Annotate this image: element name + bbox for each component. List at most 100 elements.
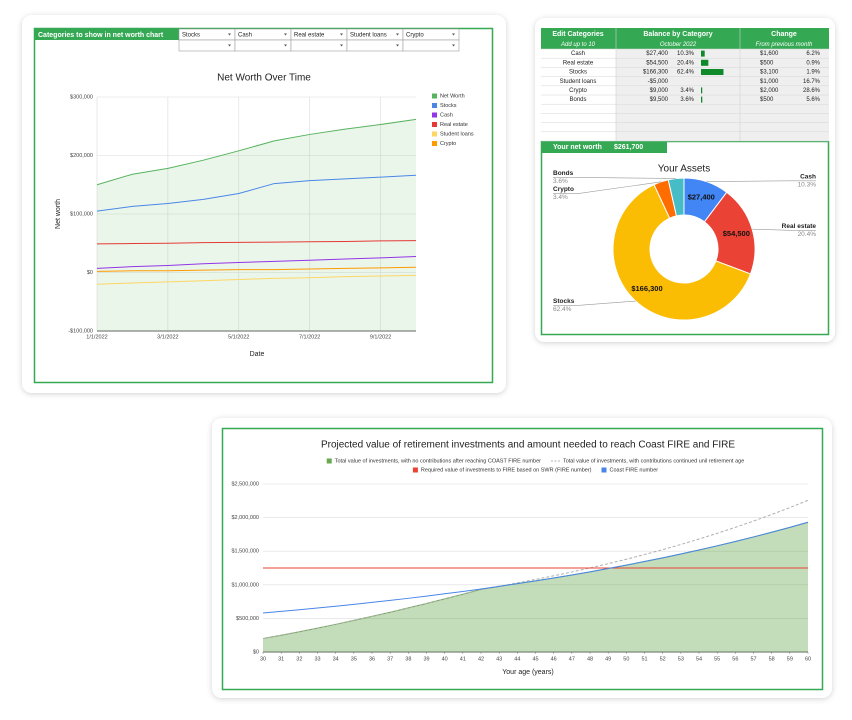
dropdown[interactable] [290, 39, 348, 52]
legend-swatch [412, 467, 418, 473]
x-tick-label: 36 [369, 656, 375, 662]
x-tick-label: 41 [460, 656, 466, 662]
x-tick-label: 59 [787, 656, 793, 662]
change-percent: 1.9% [806, 70, 820, 76]
slice-label: Real estate [782, 223, 817, 230]
table-header: Change [771, 31, 797, 38]
x-tick-label: 31 [278, 656, 284, 662]
change: $3,100 [760, 70, 779, 76]
dropdown[interactable] [178, 39, 236, 52]
legend-swatch [432, 131, 437, 137]
legend-swatch [432, 103, 437, 108]
dropdown[interactable] [402, 39, 460, 52]
category[interactable]: Student loans [560, 79, 597, 85]
legend-label: Crypto [440, 141, 456, 147]
slice-label: Cash [800, 174, 816, 181]
leader-line [553, 300, 636, 306]
table-subheader: October 2022 [660, 42, 697, 48]
slice-label: Stocks [553, 298, 575, 305]
dropdown[interactable] [346, 39, 404, 52]
category[interactable]: Cash [571, 51, 585, 57]
slice-percent: 3.4% [553, 194, 568, 201]
x-tick-label: 7/1/2022 [299, 334, 320, 340]
chart-title: Net Worth Over Time [217, 73, 311, 84]
dropdown-arrow [228, 33, 231, 36]
category[interactable]: Real estate [563, 60, 594, 66]
dropdown-arrow [340, 33, 343, 36]
category[interactable]: Crypto [569, 88, 587, 94]
change-percent: 6.2% [806, 51, 820, 57]
dropdown-arrow [228, 44, 231, 47]
net-worth-label-bg [541, 141, 610, 153]
frame [540, 140, 830, 336]
legend-swatch [601, 467, 607, 473]
slice-percent: 10.3% [798, 182, 817, 189]
legend-label: Stocks [440, 103, 457, 109]
y-tick-label: $300,000 [70, 94, 93, 100]
line [96, 255, 417, 269]
share-bar [701, 87, 703, 94]
y-tick-label: $0 [253, 649, 259, 655]
y-axis-label: Net worth [55, 199, 62, 229]
x-tick-label: 35 [351, 656, 357, 662]
legend-label: Coast FIRE number [609, 467, 658, 473]
share: 62.4% [677, 70, 695, 76]
table-header[interactable]: Edit Categories [552, 31, 603, 38]
x-tick-label: 39 [423, 656, 429, 662]
balance: $54,500 [646, 60, 668, 66]
slice-percent: 3.6% [553, 178, 568, 185]
y-tick-label: $100,000 [70, 211, 93, 217]
x-axis-label: Date [250, 351, 265, 358]
x-tick-label: 5/1/2022 [228, 334, 249, 340]
legend-swatch [432, 93, 437, 99]
x-tick-label: 32 [296, 656, 302, 662]
share-bar [701, 69, 724, 75]
y-tick-label: $2,000,000 [231, 515, 259, 521]
legend-label: Required value of investments to FIRE ba… [421, 467, 592, 473]
frame [221, 427, 824, 691]
change-percent: 5.6% [806, 97, 820, 103]
legend-swatch [432, 122, 437, 127]
change-percent: 16.7% [803, 79, 821, 85]
legend-swatch [326, 458, 332, 464]
leader-line [706, 180, 816, 182]
x-tick-label: 56 [732, 656, 738, 662]
table-subheader: From previous month [756, 42, 813, 48]
balance: $9,000 [650, 88, 669, 94]
net-worth-label: Your net worth [553, 144, 602, 151]
line [96, 240, 417, 245]
slice-value-label: $166,300 [631, 284, 662, 293]
share-bar [701, 50, 705, 57]
x-tick-label: 45 [532, 656, 538, 662]
table-header: Balance by Category [643, 31, 712, 38]
y-tick-label: $1,500,000 [231, 549, 259, 555]
y-tick-label: $1,000,000 [231, 582, 259, 588]
x-tick-label: 58 [769, 656, 775, 662]
chart-title: Projected value of retirement investment… [321, 440, 735, 451]
line [96, 274, 417, 285]
y-tick-label: -$100,000 [68, 328, 93, 334]
slice-percent: 20.4% [798, 231, 817, 238]
category[interactable]: Stocks [569, 70, 587, 76]
dropdown-arrow [452, 33, 455, 36]
line [96, 174, 417, 212]
x-tick-label: 50 [623, 656, 629, 662]
card [22, 15, 506, 393]
dropdown[interactable] [234, 39, 292, 52]
y-tick-label: $0 [87, 270, 93, 276]
dropdown-value: Stocks [182, 33, 200, 39]
legend-label: Real estate [440, 122, 468, 128]
x-tick-label: 9/1/2022 [370, 334, 391, 340]
dropdown-value: Cash [238, 33, 252, 39]
share-bar [701, 96, 703, 103]
category[interactable]: Bonds [569, 97, 586, 103]
change-percent: 28.6% [803, 88, 821, 94]
table-header-bg [541, 28, 829, 49]
slice-value-label: $54,500 [723, 229, 750, 238]
leader-line [553, 177, 677, 179]
x-tick-label: 51 [641, 656, 647, 662]
x-tick-label: 52 [660, 656, 666, 662]
x-tick-label: 1/1/2022 [86, 334, 107, 340]
x-tick-label: 34 [333, 656, 339, 662]
legend-label: Cash [440, 112, 453, 118]
